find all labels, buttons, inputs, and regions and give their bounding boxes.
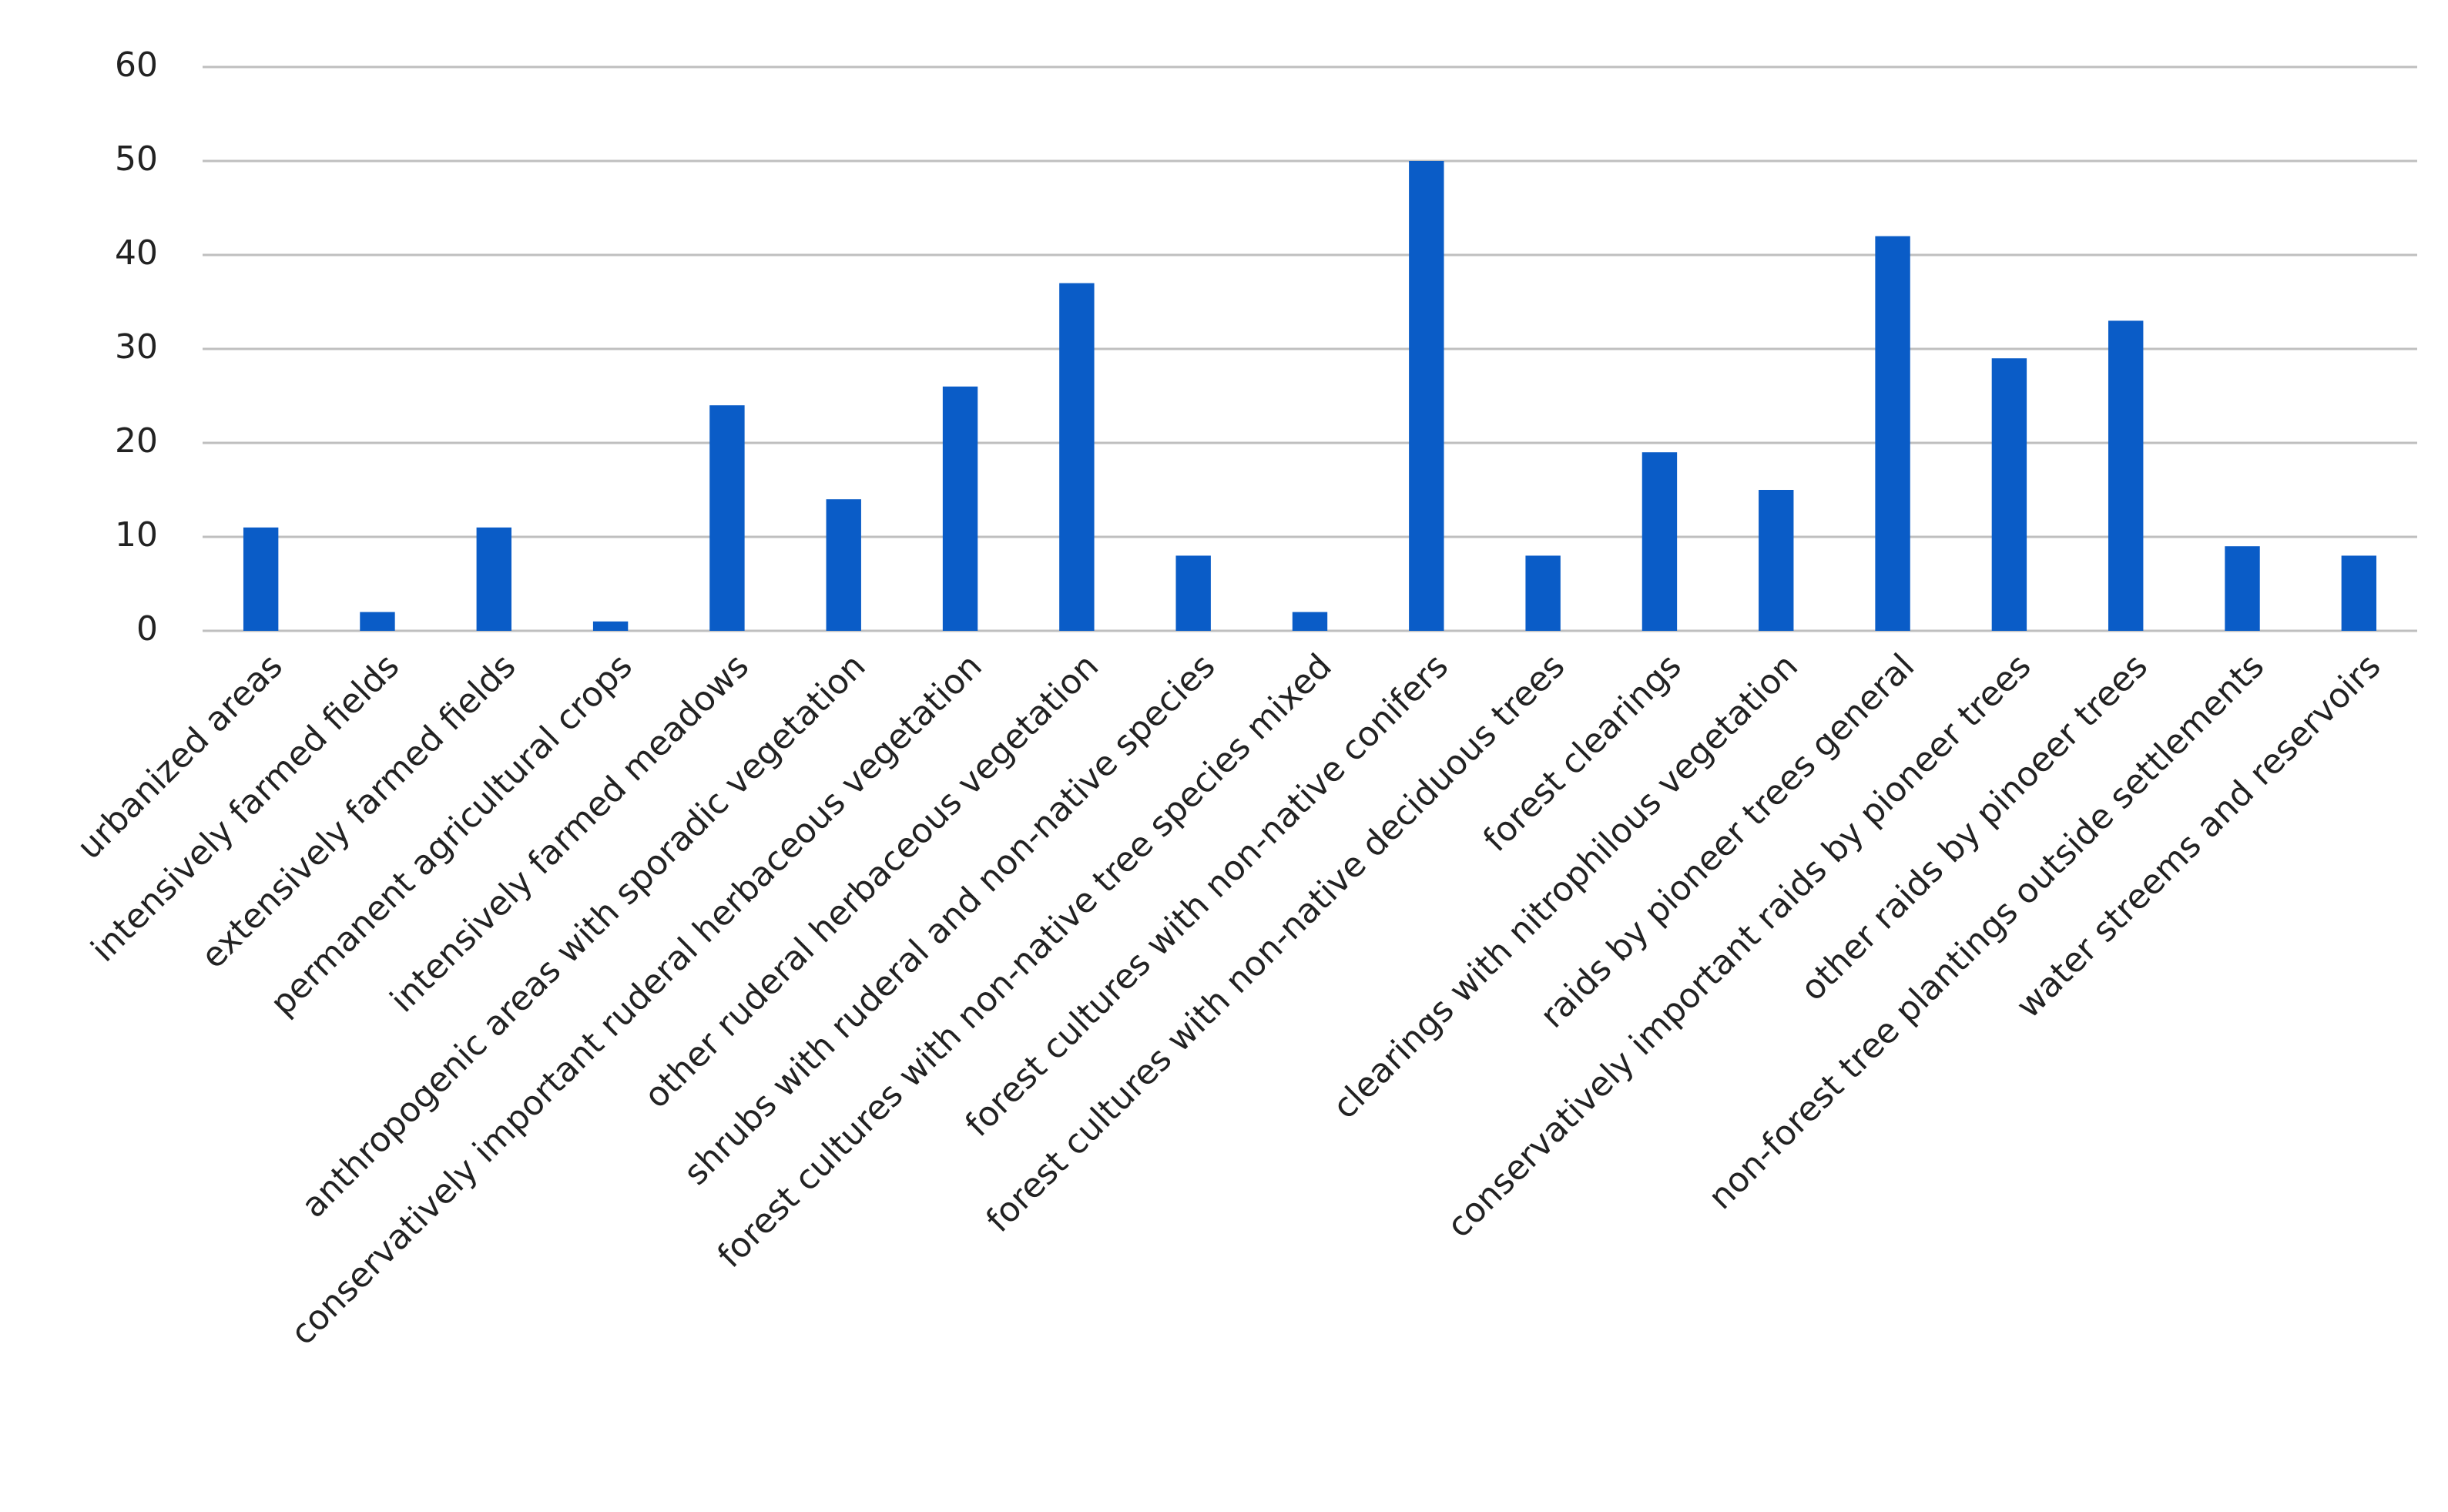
bar <box>1175 555 1211 631</box>
bar <box>1642 452 1678 631</box>
bar <box>1991 358 2027 631</box>
y-tick-label: 60 <box>115 45 158 85</box>
bar <box>476 527 511 631</box>
bar <box>360 612 395 631</box>
x-tick-label: non-forest tree plantings outside settle… <box>1701 646 2272 1217</box>
bar <box>826 499 861 631</box>
bar <box>1409 161 1444 631</box>
x-tick-label: shrubs with ruderal and non-native speci… <box>676 646 1222 1192</box>
x-tick-label: anthropogenic areas with sporadic vegeta… <box>294 646 874 1225</box>
y-tick-label: 30 <box>115 327 158 367</box>
bar <box>1525 555 1561 631</box>
y-tick-label: 10 <box>115 515 158 555</box>
bar <box>243 527 279 631</box>
y-tick-label: 20 <box>115 421 158 461</box>
bar <box>2341 555 2377 631</box>
bar <box>592 621 629 631</box>
bar <box>709 405 745 631</box>
bar <box>1292 612 1328 631</box>
x-tick-label: forest clearings <box>1476 646 1689 860</box>
x-tick-label: urbanized areas <box>69 646 290 867</box>
y-tick-label: 40 <box>115 233 158 273</box>
bar <box>1059 283 1095 631</box>
bar <box>1759 490 1794 631</box>
bar <box>942 386 978 631</box>
bar <box>2225 546 2260 631</box>
y-tick-label: 0 <box>136 609 158 649</box>
bar <box>2108 320 2144 631</box>
y-tick-label: 50 <box>115 139 158 179</box>
bar <box>1875 236 1910 632</box>
